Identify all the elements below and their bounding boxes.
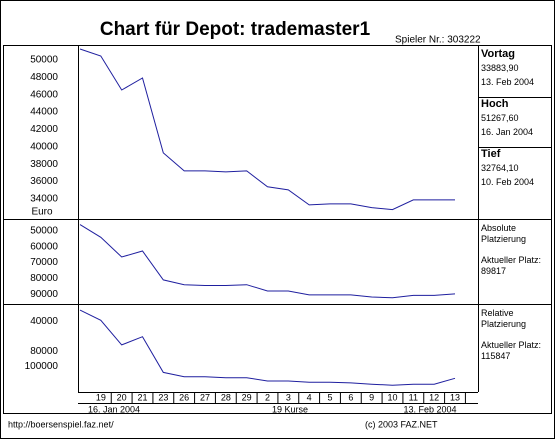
x-tick-label: 9 bbox=[369, 392, 374, 402]
x-tick-label: 27 bbox=[200, 392, 210, 402]
stat-value: 51267,60 bbox=[481, 113, 519, 123]
x-tick-label: 6 bbox=[348, 392, 353, 402]
placement-title: Absolute Platzierung bbox=[481, 223, 527, 244]
placement-title: Relative Platzierung bbox=[481, 308, 527, 329]
y-tick-label: 90000 bbox=[30, 289, 58, 300]
data-line bbox=[79, 309, 456, 386]
y-tick-label: 60000 bbox=[30, 241, 58, 252]
placement-value: 89817 bbox=[481, 266, 507, 276]
y-tick-label: 80000 bbox=[30, 346, 58, 357]
y-tick-label: 48000 bbox=[30, 72, 58, 83]
placement-box: Absolute Platzierung Aktueller Platz: 8981… bbox=[481, 223, 551, 301]
y-tick-label: 70000 bbox=[30, 257, 58, 268]
placement-value: 115847 bbox=[481, 351, 511, 361]
x-tick-label: 3 bbox=[286, 392, 291, 402]
stat-label: Hoch bbox=[481, 98, 509, 110]
y-tick-label: 44000 bbox=[30, 107, 58, 118]
stat-date: 13. Feb 2004 bbox=[481, 77, 535, 87]
y-tick-label: 40000 bbox=[30, 316, 58, 327]
y-tick-label: 100000 bbox=[25, 361, 59, 372]
footer-url: http://boersenspiel.faz.net/ bbox=[8, 419, 114, 429]
y-axis-label: Euro bbox=[31, 207, 53, 218]
player-number: Spieler Nr.: 303222 bbox=[395, 35, 481, 46]
x-tick-label: 20 bbox=[117, 392, 127, 402]
x-tick-label: 26 bbox=[179, 392, 189, 402]
stat-date: 10. Feb 2004 bbox=[481, 177, 535, 187]
stat-value: 32764,10 bbox=[481, 163, 519, 173]
stat-label: Tief bbox=[481, 148, 501, 160]
chart-frame bbox=[3, 45, 552, 414]
data-line bbox=[79, 224, 456, 299]
stat-label: Vortag bbox=[481, 48, 516, 60]
y-tick-label: 34000 bbox=[30, 194, 58, 205]
footer-copyright: (c) 2003 FAZ.NET bbox=[365, 419, 438, 429]
x-tick-label: 2 bbox=[265, 392, 270, 402]
x-tick-label: 11 bbox=[409, 392, 418, 402]
y-tick-label: 50000 bbox=[30, 226, 58, 237]
stat-date: 16. Jan 2004 bbox=[481, 127, 534, 137]
chart-title: Chart für Depot: trademaster1 bbox=[100, 19, 371, 40]
y-tick-label: 46000 bbox=[30, 89, 58, 100]
y-tick-label: 40000 bbox=[30, 141, 58, 152]
x-tick-label: 21 bbox=[137, 392, 147, 402]
x-tick-label: 19 bbox=[96, 392, 106, 402]
x-tick-label: 29 bbox=[242, 392, 252, 402]
x-tick-label: 12 bbox=[429, 392, 439, 402]
x-tick-label: 4 bbox=[307, 392, 312, 402]
x-start-date: 16. Jan 2004 bbox=[88, 404, 140, 414]
y-tick-label: 50000 bbox=[30, 55, 58, 66]
stat-box: Tief 32764,10 10. Feb 2004 bbox=[481, 149, 551, 195]
placement-label: Aktueller Platz: bbox=[481, 340, 542, 350]
stat-value: 33883,90 bbox=[481, 63, 519, 73]
data-line bbox=[79, 48, 455, 211]
y-tick-label: 42000 bbox=[30, 124, 58, 135]
x-tick-label: 10 bbox=[387, 392, 397, 402]
stat-box: Hoch 51267,60 16. Jan 2004 bbox=[481, 99, 551, 145]
x-tick-label: 28 bbox=[221, 392, 231, 402]
y-tick-label: 36000 bbox=[30, 176, 58, 187]
y-tick-label: 38000 bbox=[30, 159, 58, 170]
y-tick-label: 80000 bbox=[30, 273, 58, 284]
x-tick-label: 5 bbox=[327, 392, 332, 402]
x-tick-label: 23 bbox=[158, 392, 168, 402]
stat-box: Vortag 33883,90 13. Feb 2004 bbox=[481, 49, 551, 95]
placement-box: Relative Platzierung Aktueller Platz: 1158… bbox=[481, 308, 551, 390]
x-count: 19 Kurse bbox=[272, 404, 308, 414]
placement-label: Aktueller Platz: bbox=[481, 255, 542, 265]
x-tick-label: 13 bbox=[450, 392, 460, 402]
x-end-date: 13. Feb 2004 bbox=[403, 404, 456, 414]
